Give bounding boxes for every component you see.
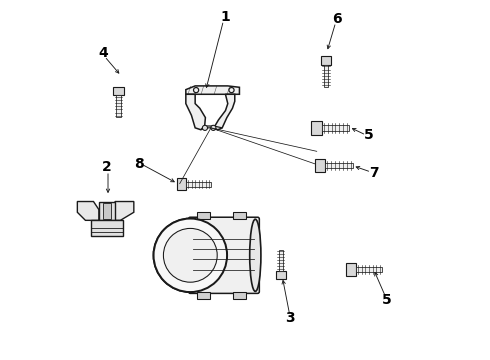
Polygon shape [324,65,328,87]
Polygon shape [311,121,322,135]
Circle shape [153,219,227,292]
Polygon shape [186,182,211,187]
Circle shape [202,125,207,130]
Polygon shape [91,220,123,237]
Polygon shape [356,267,382,273]
Polygon shape [322,125,349,131]
Polygon shape [115,202,134,220]
FancyBboxPatch shape [189,217,259,293]
Polygon shape [197,212,210,219]
Polygon shape [346,264,356,276]
Circle shape [211,125,216,130]
Text: 2: 2 [102,161,112,175]
Polygon shape [315,159,325,172]
Text: 5: 5 [364,128,373,142]
Text: 6: 6 [332,12,341,26]
Polygon shape [99,202,115,220]
Polygon shape [279,250,283,271]
Polygon shape [77,202,99,220]
Text: 7: 7 [369,166,379,180]
Polygon shape [103,203,111,219]
Text: 8: 8 [134,157,144,171]
Circle shape [164,228,217,282]
Polygon shape [276,271,286,279]
Polygon shape [177,178,186,190]
Circle shape [153,219,227,292]
Polygon shape [201,126,222,130]
Text: 4: 4 [98,46,108,60]
Text: 3: 3 [285,311,294,325]
Polygon shape [186,94,205,130]
Polygon shape [321,56,331,65]
Polygon shape [214,94,235,130]
Text: 5: 5 [382,293,392,307]
Polygon shape [117,95,121,117]
Polygon shape [186,86,240,94]
Text: 1: 1 [220,10,230,24]
Polygon shape [325,163,353,168]
Polygon shape [197,292,210,299]
Polygon shape [233,292,246,299]
Ellipse shape [250,219,261,291]
Polygon shape [113,87,124,95]
Polygon shape [233,212,246,219]
